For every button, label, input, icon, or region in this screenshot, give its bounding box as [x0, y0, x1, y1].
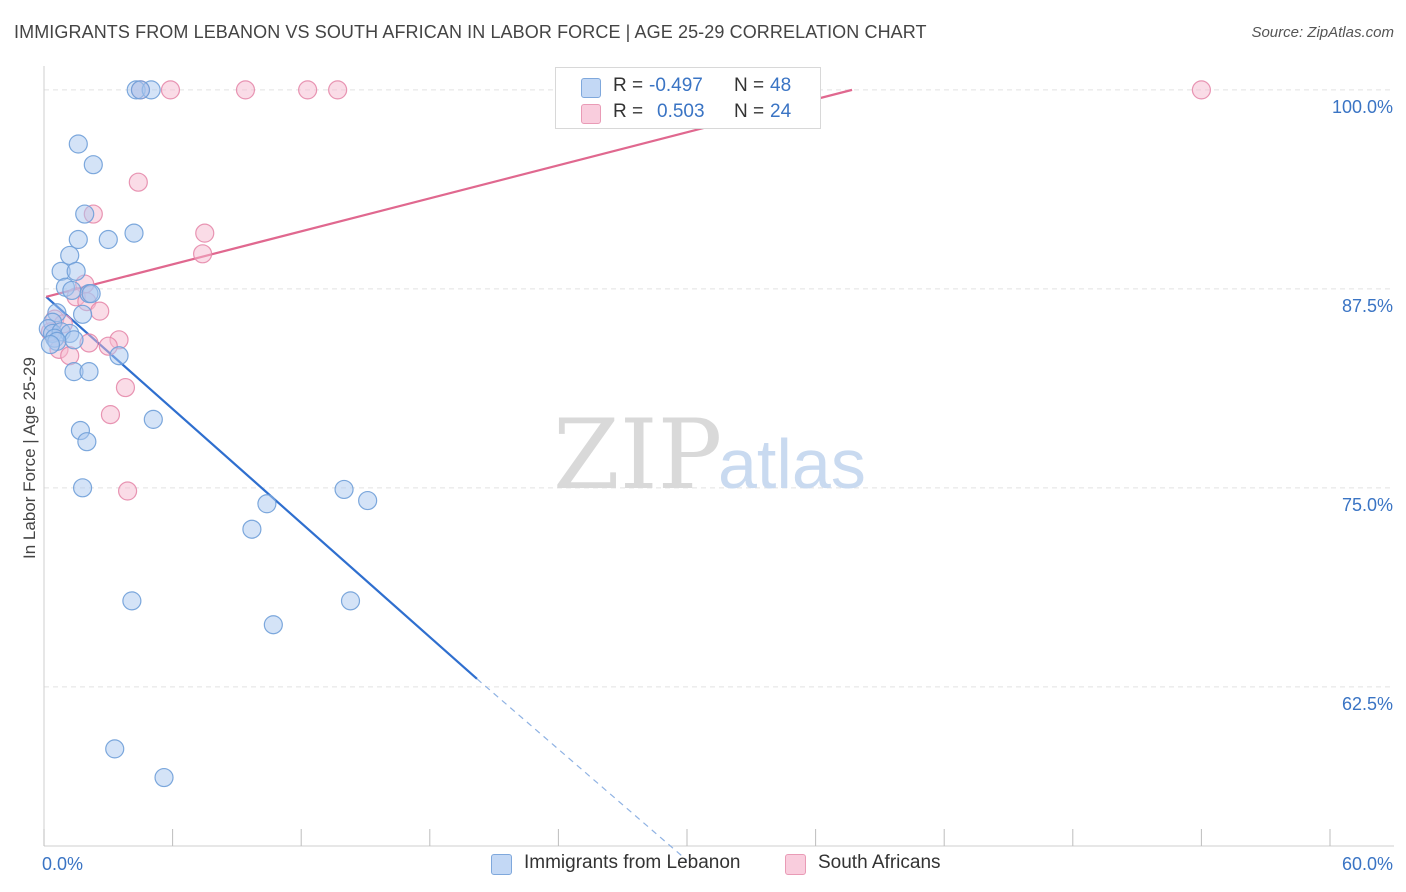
point-lebanon: [75, 204, 95, 224]
point-lebanon: [68, 229, 88, 250]
point-lebanon: [263, 615, 283, 635]
point-south-africans: [298, 80, 318, 100]
point-south-africans: [235, 80, 256, 100]
point-south-africans: [128, 172, 148, 192]
point-lebanon: [340, 591, 361, 611]
point-lebanon: [64, 330, 84, 350]
point-south-africans: [90, 301, 110, 321]
point-south-africans: [100, 405, 121, 425]
point-south-africans: [328, 80, 348, 100]
point-lebanon: [358, 490, 378, 511]
point-south-africans: [60, 346, 80, 366]
y-tick-label: 87.5%: [1342, 296, 1393, 316]
r-label: R =: [613, 101, 644, 122]
legend-swatch-blue: [581, 78, 601, 98]
point-lebanon: [143, 409, 163, 429]
point-lebanon: [66, 261, 86, 281]
series-legend: Immigrants from Lebanon South Africans: [0, 852, 1406, 878]
point-lebanon: [72, 304, 93, 324]
point-lebanon: [109, 346, 129, 366]
y-tick-label: 75.0%: [1342, 495, 1393, 515]
legend-row-lebanon: R = -0.497 N = 48: [556, 75, 820, 101]
point-lebanon: [81, 284, 101, 304]
point-lebanon: [40, 334, 61, 355]
point-south-africans: [1191, 80, 1212, 100]
point-south-africans: [160, 80, 181, 100]
n-label: N =: [734, 75, 765, 96]
point-lebanon: [154, 767, 174, 788]
legend-label-south-africans: South Africans: [818, 852, 941, 873]
point-south-africans: [193, 244, 213, 264]
legend-label-lebanon: Immigrants from Lebanon: [524, 852, 741, 873]
point-lebanon: [83, 155, 103, 175]
chart-title: IMMIGRANTS FROM LEBANON VS SOUTH AFRICAN…: [14, 22, 927, 42]
point-lebanon: [77, 432, 97, 452]
tick-labels: 100.0% 87.5% 75.0% 62.5% 0.0% 60.0%: [42, 97, 1393, 874]
point-south-africans: [195, 223, 215, 243]
point-lebanon: [334, 479, 354, 500]
n-value: 24: [770, 101, 792, 122]
grid-lines: [44, 89, 1394, 688]
point-lebanon: [130, 80, 151, 100]
point-lebanon: [122, 591, 142, 611]
data-points: [38, 80, 1212, 788]
point-south-africans: [115, 377, 136, 398]
trend-line-lebanon-extension: [476, 678, 688, 861]
source-credit: Source: ZipAtlas.com: [1251, 24, 1394, 41]
point-lebanon: [124, 223, 144, 243]
r-value: 0.503: [657, 101, 705, 122]
r-label: R =: [613, 75, 644, 96]
legend-swatch-pink: [581, 104, 601, 124]
point-lebanon: [79, 362, 99, 382]
axes: [43, 66, 1394, 847]
legend-swatch-blue: [491, 854, 512, 875]
point-lebanon: [60, 245, 80, 266]
n-label: N =: [734, 101, 765, 122]
r-value: -0.497: [649, 75, 703, 96]
point-lebanon: [105, 739, 125, 759]
y-tick-label: 62.5%: [1342, 694, 1393, 714]
point-lebanon: [62, 280, 82, 301]
legend-row-south-africans: R = 0.503 N = 24: [556, 101, 820, 127]
point-lebanon: [242, 519, 262, 539]
correlation-legend: R = -0.497 N = 48 R = 0.503 N = 24: [555, 67, 821, 129]
point-south-africans: [117, 481, 138, 501]
point-lebanon: [257, 494, 277, 514]
legend-swatch-pink: [785, 854, 806, 875]
point-lebanon: [68, 134, 88, 154]
watermark-zip: ZIP: [553, 399, 722, 511]
point-lebanon: [98, 229, 118, 250]
point-lebanon: [72, 478, 93, 498]
x-tick-label: 60.0%: [1342, 854, 1393, 874]
watermark-atlas: atlas: [718, 425, 866, 503]
x-tick-label: 0.0%: [42, 854, 83, 874]
y-tick-label: 100.0%: [1332, 97, 1393, 117]
n-value: 48: [770, 75, 792, 96]
